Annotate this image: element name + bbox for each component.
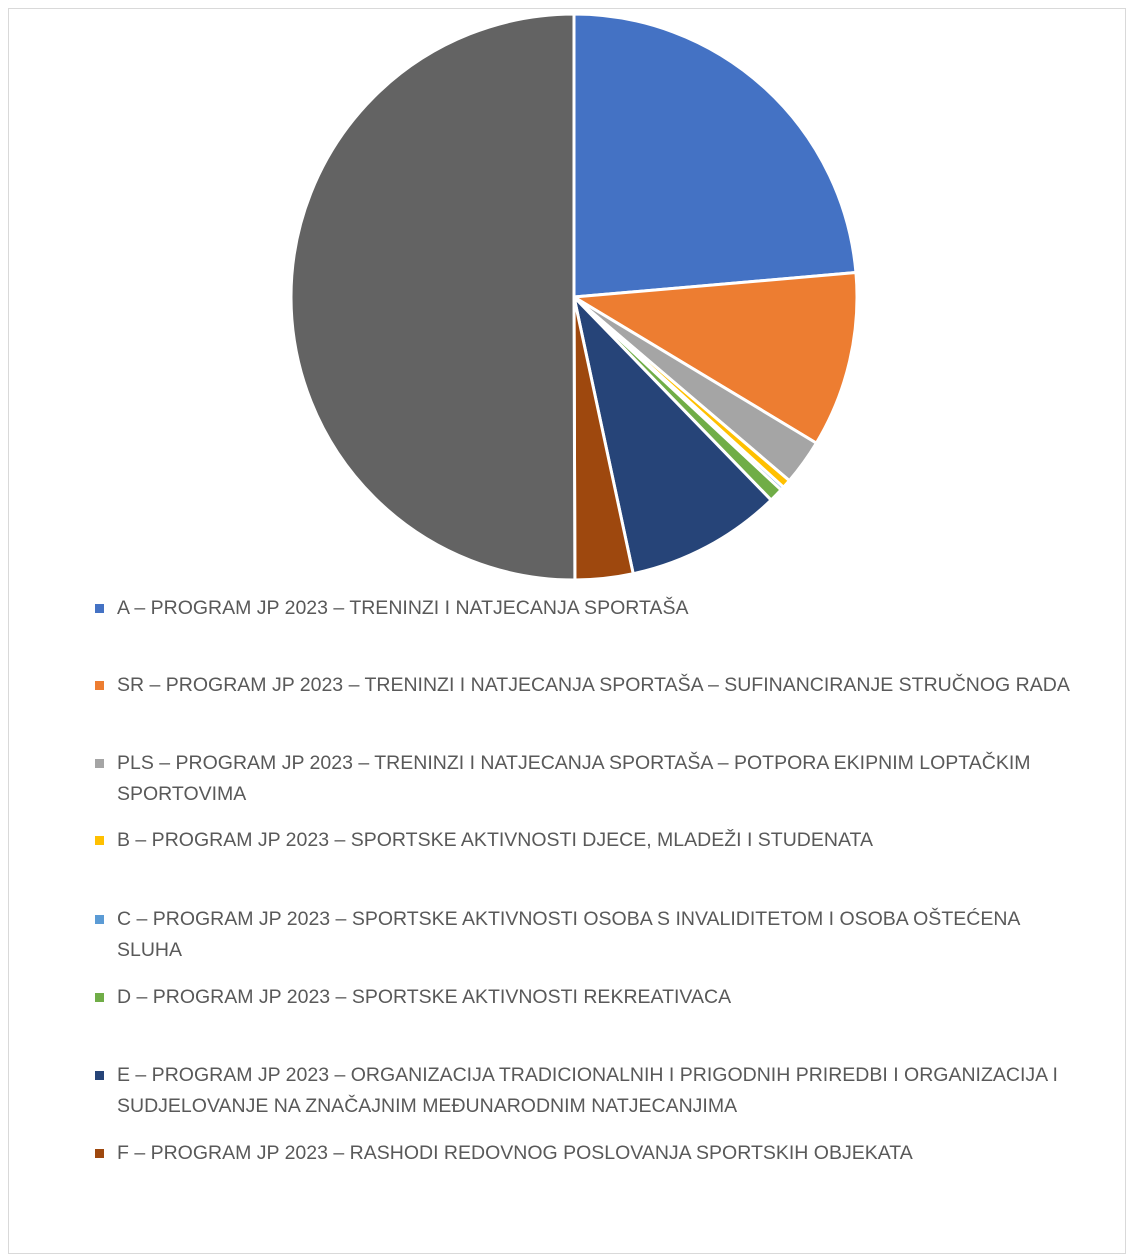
pie-slice — [289, 12, 577, 582]
legend-item: SR – PROGRAM JP 2023 – TRENINZI I NATJEC… — [95, 670, 1085, 701]
legend-label: F – PROGRAM JP 2023 – RASHODI REDOVNOG P… — [117, 1142, 913, 1164]
legend-swatch — [95, 604, 104, 613]
legend-item: E – PROGRAM JP 2023 – ORGANIZACIJA TRADI… — [95, 1060, 1085, 1122]
legend-swatch — [95, 836, 104, 845]
legend-label: B – PROGRAM JP 2023 – SPORTSKE AKTIVNOST… — [117, 829, 874, 851]
pie-slice — [572, 271, 859, 445]
legend-item: B – PROGRAM JP 2023 – SPORTSKE AKTIVNOST… — [95, 825, 1085, 856]
legend-label: PLS – PROGRAM JP 2023 – TRENINZI I NATJE… — [117, 752, 1031, 805]
legend-swatch — [95, 993, 104, 1002]
legend-label: A – PROGRAM JP 2023 – TRENINZI I NATJECA… — [117, 597, 689, 619]
legend-item: PLS – PROGRAM JP 2023 – TRENINZI I NATJE… — [95, 748, 1085, 810]
legend-swatch — [95, 915, 104, 924]
legend-item: D – PROGRAM JP 2023 – SPORTSKE AKTIVNOST… — [95, 982, 1085, 1013]
legend-item: A – PROGRAM JP 2023 – TRENINZI I NATJECA… — [95, 593, 1085, 624]
chart: A – PROGRAM JP 2023 – TRENINZI I NATJECA… — [8, 8, 1126, 1254]
legend-swatch — [95, 1071, 104, 1080]
legend-label: E – PROGRAM JP 2023 – ORGANIZACIJA TRADI… — [117, 1064, 1058, 1117]
legend-label: C – PROGRAM JP 2023 – SPORTSKE AKTIVNOST… — [117, 908, 1020, 961]
pie-slice — [572, 295, 773, 576]
pie-slice — [572, 12, 858, 299]
legend-swatch — [95, 1149, 104, 1158]
legend-label: SR – PROGRAM JP 2023 – TRENINZI I NATJEC… — [117, 674, 1070, 696]
legend-label: D – PROGRAM JP 2023 – SPORTSKE AKTIVNOST… — [117, 986, 732, 1008]
legend-item: C – PROGRAM JP 2023 – SPORTSKE AKTIVNOST… — [95, 904, 1085, 966]
legend-swatch — [95, 759, 104, 768]
legend-swatch — [95, 681, 104, 690]
legend-item: F – PROGRAM JP 2023 – RASHODI REDOVNOG P… — [95, 1138, 1085, 1169]
pie-area — [289, 12, 859, 582]
